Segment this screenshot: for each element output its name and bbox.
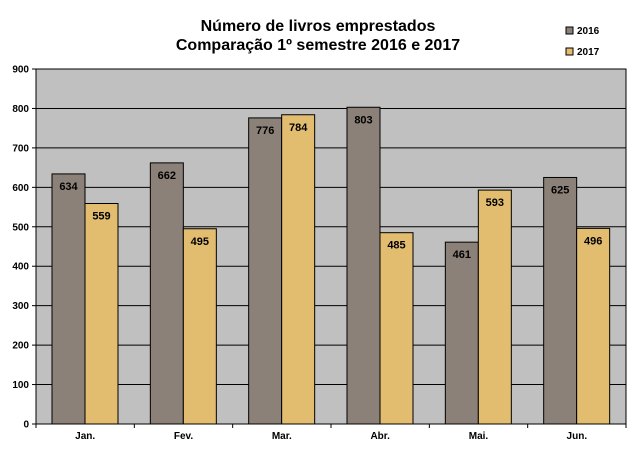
bar-2016-mai (444, 241, 479, 425)
data-label: 461 (453, 249, 471, 261)
y-tick-label: 800 (12, 104, 29, 115)
legend-swatch-2017 (565, 47, 574, 56)
y-tick-label: 400 (12, 262, 29, 273)
legend-swatch-2016 (565, 26, 574, 35)
legend-label-2016: 2016 (577, 26, 600, 37)
bar-2017-mai (477, 189, 512, 425)
data-label: 776 (256, 125, 274, 137)
data-label: 634 (59, 181, 78, 193)
x-tick-label: Mai. (469, 431, 489, 442)
bar-2016-jun (543, 176, 578, 425)
bar-2017-jun (576, 227, 611, 425)
data-label: 495 (191, 236, 209, 248)
chart-title: Número de livros emprestados (201, 18, 436, 35)
y-tick-label: 700 (12, 143, 29, 154)
bar-2017-fev (182, 228, 217, 425)
y-tick-label: 600 (12, 183, 29, 194)
bar-2016-abr (346, 106, 381, 425)
y-tick-label: 900 (12, 65, 29, 76)
bar-2016-mar (248, 117, 283, 425)
bar-2017-jan (84, 203, 119, 425)
x-tick-label: Mar. (272, 431, 292, 442)
plot-background (36, 69, 626, 424)
data-label: 485 (387, 240, 405, 252)
bar-2017-abr (379, 232, 414, 425)
y-tick-label: 300 (12, 301, 29, 312)
x-tick-label: Jun. (567, 431, 588, 442)
x-tick-label: Abr. (370, 431, 390, 442)
data-label: 593 (486, 197, 504, 209)
data-label: 784 (289, 122, 308, 134)
bar-2016-jan (51, 173, 86, 425)
legend-label-2017: 2017 (577, 47, 600, 58)
y-tick-label: 100 (12, 380, 29, 391)
plot-area: 0 100 200 300 400 500 600 700 800 900 634 559 Jan. 66… (12, 65, 627, 442)
y-tick-label: 0 (23, 420, 29, 431)
data-label: 559 (92, 211, 110, 223)
chart-subtitle: Comparação 1º semestre 2016 e 2017 (176, 37, 460, 54)
data-label: 625 (551, 184, 569, 196)
bar-2017-mar (281, 114, 316, 425)
y-tick-label: 500 (12, 222, 29, 233)
bar-2016-fev (149, 162, 184, 425)
x-tick-label: Fev. (174, 431, 193, 442)
data-label: 496 (584, 235, 602, 247)
y-tick-label: 200 (12, 341, 29, 352)
legend: 2016 2017 (565, 26, 600, 58)
x-tick-label: Jan. (75, 431, 95, 442)
data-label: 803 (354, 114, 372, 126)
data-label: 662 (158, 170, 176, 182)
